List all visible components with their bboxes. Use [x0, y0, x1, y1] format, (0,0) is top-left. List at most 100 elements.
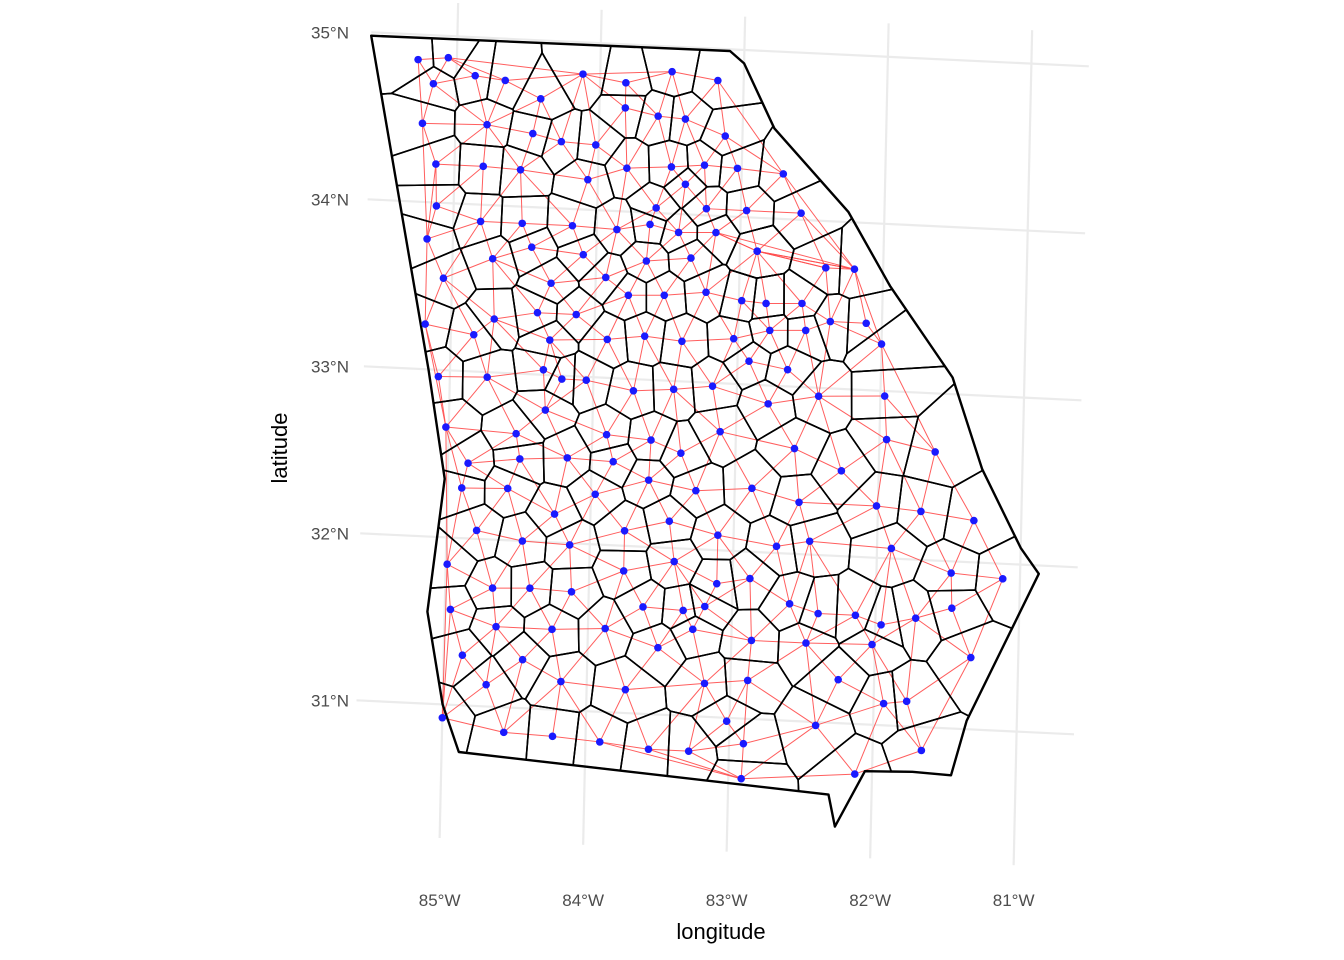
- adjacency-edge: [747, 642, 807, 681]
- county-centroid: [674, 228, 683, 237]
- county-boundaries: [370, 34, 1040, 828]
- county-centroid: [779, 170, 788, 178]
- county-centroid: [772, 542, 781, 551]
- county-centroid: [644, 476, 653, 484]
- adjacency-edge: [625, 82, 659, 117]
- county-boundary: [691, 694, 762, 748]
- county-centroids: [414, 53, 1007, 783]
- adjacency-edge: [441, 609, 451, 718]
- county-centroid: [737, 296, 746, 305]
- adjacency-edge: [798, 501, 877, 507]
- parallel-line: [367, 198, 1086, 235]
- x-tick-label: 83°W: [706, 891, 748, 910]
- adjacency-edge: [757, 250, 855, 270]
- county-centroid: [877, 340, 886, 348]
- county-centroid: [667, 163, 676, 171]
- adjacency-edge: [443, 221, 482, 279]
- adjacency-edge: [549, 339, 563, 380]
- county-centroid: [850, 265, 859, 274]
- county-centroid: [714, 76, 722, 85]
- meridian-line: [1012, 30, 1034, 866]
- county-centroid: [423, 235, 431, 243]
- adjacency-edge: [445, 427, 448, 565]
- county-boundary: [793, 645, 871, 715]
- county-centroid: [639, 603, 647, 611]
- county-centroid: [582, 376, 591, 385]
- adjacency-edge: [818, 395, 887, 440]
- adjacency-edge: [883, 703, 922, 751]
- county-centroid: [609, 457, 617, 466]
- county-centroid: [670, 557, 678, 566]
- county-boundary: [390, 65, 460, 112]
- x-tick-label: 82°W: [849, 891, 891, 910]
- adjacency-edge: [805, 642, 817, 726]
- adjacency-edge: [493, 318, 544, 371]
- county-boundary: [600, 45, 653, 97]
- county-centroid: [743, 676, 752, 685]
- county-centroid: [882, 435, 891, 444]
- adjacency-edge: [741, 300, 771, 331]
- county-centroid: [516, 455, 524, 463]
- adjacency-edge: [503, 659, 524, 733]
- county-centroid: [488, 254, 497, 263]
- county-boundary: [572, 704, 629, 772]
- county-centroid: [503, 484, 512, 493]
- adjacency-edge: [830, 321, 882, 345]
- county-centroid: [722, 717, 731, 726]
- county-centroid: [714, 531, 722, 540]
- county-centroid: [536, 95, 545, 103]
- county-centroid: [471, 71, 480, 80]
- county-centroid: [745, 357, 753, 365]
- adjacency-edge: [433, 83, 488, 126]
- county-centroid: [472, 526, 481, 535]
- county-centroid: [970, 516, 978, 525]
- county-centroid: [684, 747, 693, 755]
- county-boundary: [797, 732, 893, 828]
- county-boundary: [696, 213, 741, 266]
- adjacency-edge: [519, 458, 555, 515]
- county-centroid: [624, 291, 633, 300]
- county-boundary: [515, 256, 580, 305]
- county-centroid: [721, 132, 730, 140]
- county-centroid: [790, 444, 799, 453]
- adjacency-edge: [915, 617, 972, 658]
- county-centroid: [688, 625, 697, 634]
- county-centroid: [418, 119, 427, 128]
- county-centroid: [567, 588, 576, 596]
- county-centroid: [729, 334, 738, 343]
- county-centroid: [490, 315, 499, 323]
- county-centroid: [499, 728, 508, 737]
- county-centroid: [931, 448, 939, 456]
- county-centroid: [742, 206, 751, 215]
- county-centroid: [834, 675, 842, 684]
- adjacency-edge: [549, 338, 608, 341]
- county-centroid: [539, 366, 548, 374]
- county-boundary: [593, 499, 652, 553]
- x-axis-ticks: 85°W 84°W 83°W 82°W 81°W: [419, 891, 1035, 910]
- county-centroid: [702, 204, 711, 213]
- county-centroid: [660, 291, 669, 300]
- adjacency-edge: [705, 232, 717, 293]
- county-centroid: [917, 507, 925, 516]
- county-centroid: [851, 611, 860, 620]
- county-centroid: [613, 225, 621, 234]
- county-centroid: [850, 770, 859, 778]
- county-centroid: [998, 575, 1007, 583]
- meridian-line: [582, 9, 603, 845]
- adjacency-edge: [853, 269, 883, 345]
- adjacency-edge: [756, 250, 803, 304]
- county-centroid: [862, 319, 870, 328]
- county-centroid: [483, 373, 491, 381]
- county-centroid: [654, 643, 662, 652]
- county-centroid: [652, 204, 660, 212]
- county-centroid: [444, 53, 453, 62]
- county-centroid: [591, 141, 600, 149]
- county-centroid: [547, 279, 555, 288]
- county-centroid: [902, 697, 911, 706]
- county-centroid: [801, 326, 810, 335]
- county-centroid: [603, 335, 612, 344]
- county-centroid: [446, 605, 455, 614]
- county-centroid: [700, 161, 709, 169]
- county-centroid: [733, 164, 742, 173]
- county-centroid: [548, 625, 556, 634]
